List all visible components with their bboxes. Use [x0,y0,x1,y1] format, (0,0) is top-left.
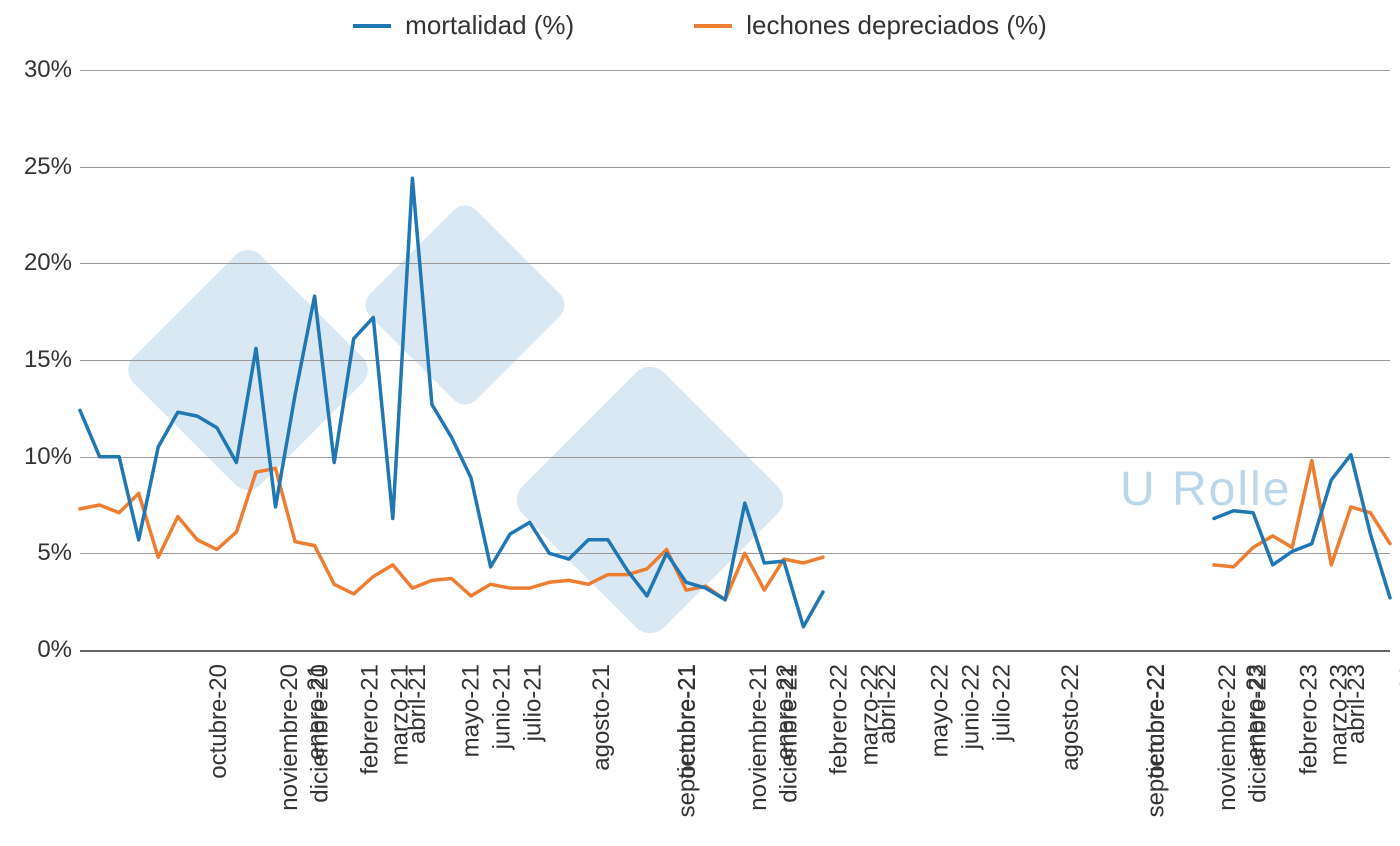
x-tick-label: enero-21 [303,664,331,760]
legend-item-mortalidad[interactable]: mortalidad (%) [353,10,574,41]
x-tick-label: junio-22 [957,664,985,749]
x-tick-label: mayo-22 [926,664,954,757]
y-tick-label: 5% [12,539,72,567]
series-mortalidad [80,178,823,627]
x-tick-label: julio-21 [519,664,547,741]
y-tick-label: 25% [12,153,72,181]
legend-swatch-lechones [694,24,732,28]
x-tick-label: agosto-22 [1057,664,1085,771]
y-tick-label: 20% [12,249,72,277]
x-tick-label: mayo-23 [1395,664,1400,757]
x-axis-labels: octubre-20noviembre-20diciembre-20enero-… [80,658,1390,838]
legend-label-mortalidad: mortalidad (%) [405,10,574,41]
x-tick-label: noviembre-22 [1214,664,1242,811]
legend: mortalidad (%) lechones depreciados (%) [0,10,1400,41]
x-tick-label: octubre-22 [1143,664,1171,779]
y-tick-label: 15% [12,346,72,374]
chart-lines-svg [80,70,1390,650]
series-mortalidad-seg2 [1214,455,1390,598]
x-tick-label: abril-23 [1343,664,1371,744]
x-tick-label: octubre-21 [674,664,702,779]
x-tick-label: julio-22 [988,664,1016,741]
x-tick-label: agosto-21 [588,664,616,771]
x-tick-label: noviembre-20 [276,664,304,811]
x-tick-label: enero-22 [772,664,800,760]
legend-swatch-mortalidad [353,24,391,28]
grid-line [80,650,1390,652]
x-tick-label: octubre-20 [205,664,233,779]
x-tick-label: abril-21 [404,664,432,744]
x-tick-label: enero-23 [1242,664,1270,760]
x-tick-label: junio-21 [488,664,516,749]
chart-container: mortalidad (%) lechones depreciados (%) … [0,0,1400,846]
legend-item-lechones[interactable]: lechones depreciados (%) [694,10,1047,41]
x-tick-label: febrero-23 [1295,664,1323,775]
x-tick-label: mayo-21 [457,664,485,757]
x-tick-label: noviembre-21 [745,664,773,811]
x-tick-label: abril-22 [874,664,902,744]
x-tick-label: febrero-21 [357,664,385,775]
y-tick-label: 10% [12,443,72,471]
legend-label-lechones: lechones depreciados (%) [746,10,1047,41]
y-tick-label: 30% [12,56,72,84]
plot-area: 0%5%10%15%20%25%30% U Rolle [80,70,1390,650]
series-lechones-seg2 [1214,461,1390,567]
x-tick-label: febrero-22 [826,664,854,775]
y-tick-label: 0% [12,636,72,664]
series-lechones [80,468,823,599]
